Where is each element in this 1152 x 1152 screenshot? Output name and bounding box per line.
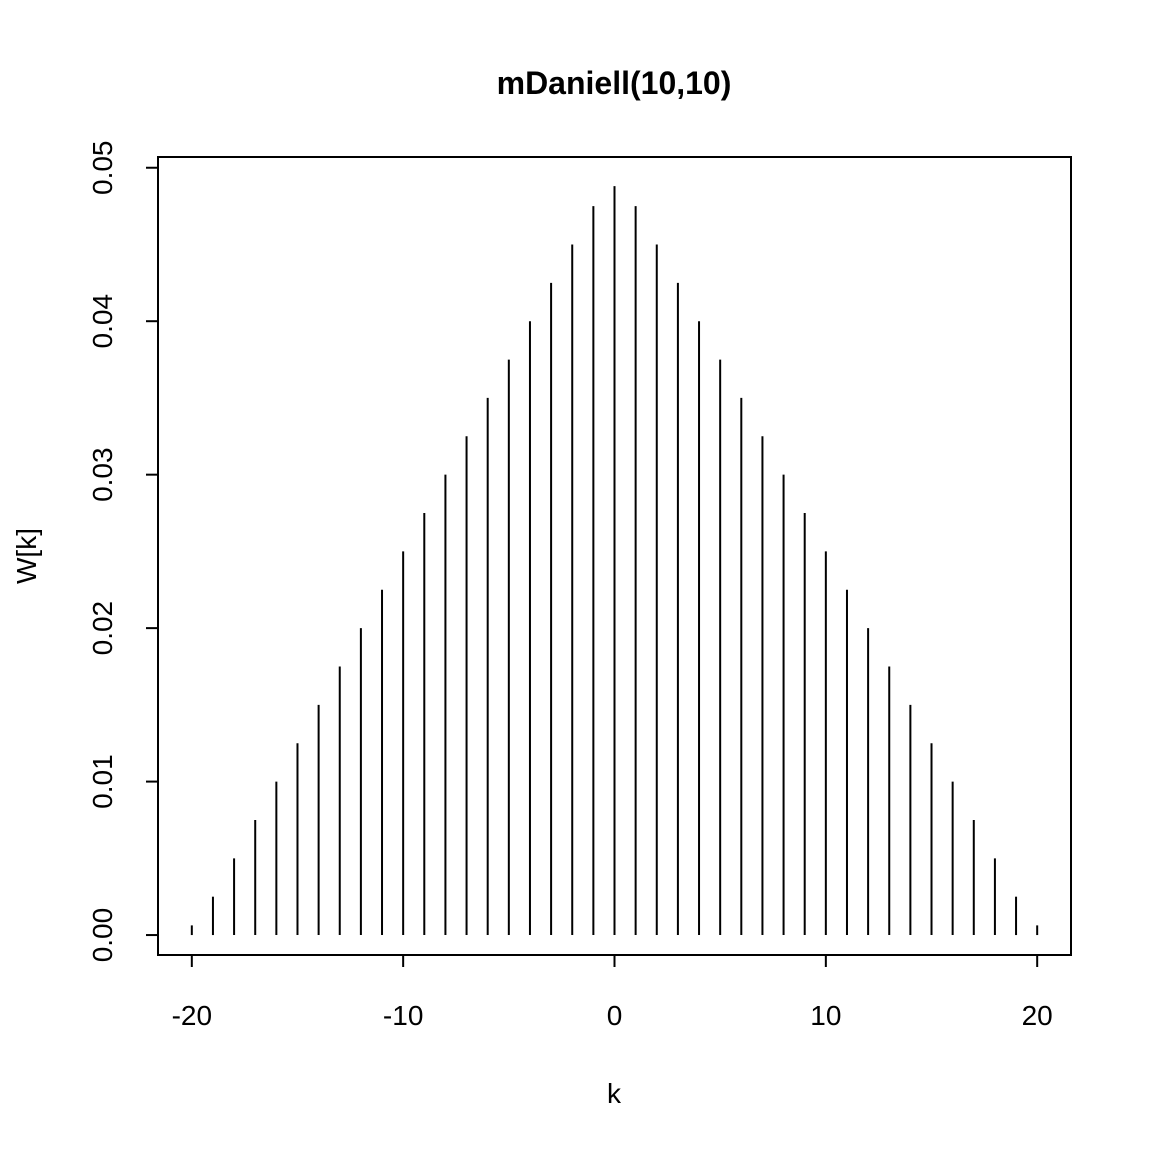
y-axis: 0.00 0.01 0.02 0.03 0.04 0.05 bbox=[87, 140, 159, 963]
spikes bbox=[190, 186, 1039, 936]
x-tick-label: 0 bbox=[607, 1000, 623, 1031]
y-tick-label: 0.03 bbox=[87, 447, 118, 502]
x-tick-label: 10 bbox=[810, 1000, 841, 1031]
y-tick-label: 0.04 bbox=[87, 294, 118, 349]
y-tick-label: 0.00 bbox=[87, 908, 118, 963]
x-tick-label: 20 bbox=[1022, 1000, 1053, 1031]
x-tick-label: -10 bbox=[383, 1000, 423, 1031]
y-tick-label: 0.01 bbox=[87, 754, 118, 809]
y-axis-label: W[k] bbox=[11, 528, 42, 584]
x-tick-label: -20 bbox=[172, 1000, 212, 1031]
x-axis-label: k bbox=[607, 1078, 622, 1109]
y-tick-label: 0.02 bbox=[87, 601, 118, 656]
y-tick-label: 0.05 bbox=[87, 140, 118, 195]
x-axis: -20 -10 0 10 20 bbox=[172, 954, 1053, 1031]
chart-title: mDaniell(10,10) bbox=[497, 65, 732, 101]
